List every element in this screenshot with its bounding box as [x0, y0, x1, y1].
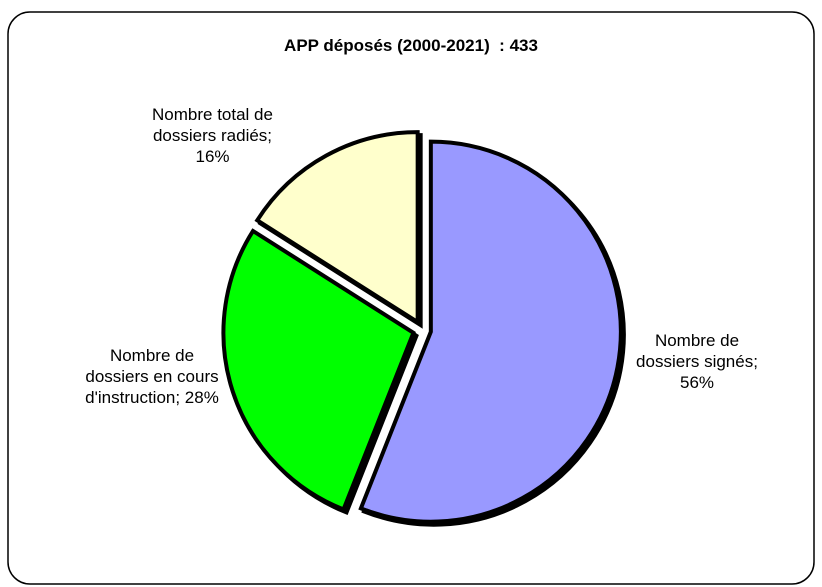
pie-slice — [358, 139, 623, 524]
chart-title: APP déposés (2000-2021) : 433 — [284, 36, 538, 55]
data-label: Nombre de dossiers signés; 56% — [636, 331, 758, 392]
pie-slice — [221, 228, 416, 513]
data-label: Nombre total de dossiers radiés; 16% — [152, 105, 273, 166]
pie-slice — [254, 130, 420, 326]
data-label: Nombre de dossiers en cours d'instructio… — [85, 346, 219, 407]
pie — [221, 130, 623, 524]
